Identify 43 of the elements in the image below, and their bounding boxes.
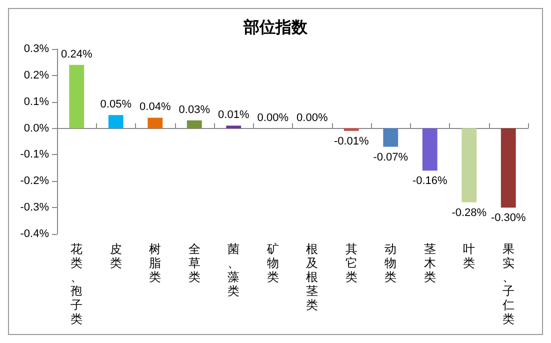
x-tick-label: 树脂类: [149, 242, 162, 284]
bar: [344, 128, 359, 131]
bar: [226, 126, 242, 128]
data-label: -0.28%: [452, 206, 487, 219]
x-tick-label: 动物类: [384, 242, 397, 284]
data-label: -0.16%: [412, 175, 448, 188]
data-label: 0.04%: [140, 101, 171, 114]
bar: [186, 120, 202, 128]
y-tick-label: 0.1%: [24, 96, 50, 108]
bar: [108, 115, 124, 128]
data-label: 0.24%: [61, 48, 92, 60]
y-tick-label: 0.0%: [24, 122, 50, 134]
bar: [69, 64, 84, 128]
y-tick-label: -0.3%: [20, 202, 50, 214]
x-tick-label: 花类、孢子类: [70, 242, 83, 326]
x-tick-label: 其它类: [345, 242, 358, 284]
data-label: -0.30%: [490, 212, 526, 224]
y-tick-label: -0.4%: [20, 228, 50, 240]
x-tick-label: 皮类: [110, 242, 122, 270]
data-label: 0.00%: [257, 112, 289, 124]
data-label: 0.01%: [218, 109, 250, 122]
y-tick-label: -0.1%: [20, 148, 50, 161]
x-tick-label: 菌、藻类: [228, 242, 240, 298]
x-tick-label: 根及根茎类: [306, 242, 318, 312]
bar: [500, 128, 516, 208]
y-tick-label: -0.2%: [20, 175, 50, 188]
chart-title: 部位指数: [242, 18, 308, 36]
x-tick-label: 果实、子仁类: [501, 242, 514, 326]
y-tick-label: 0.3%: [24, 43, 50, 55]
data-label: 0.03%: [178, 104, 210, 116]
bar: [148, 118, 163, 128]
x-tick-label: 茎木类: [424, 242, 436, 284]
data-label: 0.05%: [100, 98, 132, 111]
bar: [422, 128, 438, 171]
y-tick-label: 0.2%: [24, 69, 50, 82]
data-label: -0.01%: [334, 135, 370, 148]
data-label: 0.00%: [296, 112, 328, 124]
bar: [462, 128, 477, 202]
x-tick-label: 叶类: [463, 242, 476, 270]
data-label: -0.07%: [373, 151, 408, 164]
x-tick-label: 全草类: [188, 242, 200, 284]
x-tick-label: 矿物类: [266, 242, 279, 284]
bar: [383, 128, 398, 147]
